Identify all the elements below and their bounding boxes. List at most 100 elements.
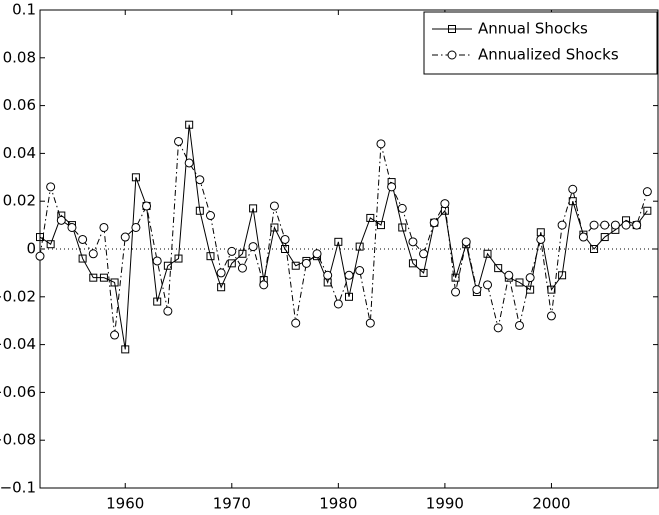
marker (174, 136, 184, 146)
marker (270, 223, 279, 232)
legend-marker (448, 25, 456, 33)
marker (312, 249, 322, 259)
legend-box (423, 11, 658, 75)
marker (281, 245, 290, 253)
marker (557, 220, 567, 230)
marker (461, 237, 471, 247)
marker (131, 222, 141, 232)
marker (451, 273, 460, 282)
marker (621, 220, 631, 230)
marker (376, 139, 386, 149)
marker (333, 299, 343, 309)
marker (504, 270, 514, 280)
marker (366, 213, 375, 222)
marker (547, 285, 556, 294)
marker (643, 206, 652, 215)
marker (88, 249, 98, 259)
marker (408, 259, 417, 268)
marker (472, 285, 482, 295)
marker (184, 158, 194, 168)
y-tick-label: 0.02 (3, 192, 36, 210)
marker (216, 268, 226, 278)
marker (152, 256, 162, 266)
marker (174, 254, 183, 263)
marker (291, 318, 301, 328)
x-tick-label: 1960 (106, 495, 144, 513)
legend-label: Annualized Shocks (478, 46, 619, 64)
y-tick-label: 0 (26, 240, 36, 258)
marker (355, 242, 364, 251)
marker (376, 221, 385, 230)
x-tick-label: 1980 (319, 495, 357, 513)
marker (121, 345, 130, 354)
marker (280, 234, 290, 244)
marker (632, 220, 642, 230)
marker (440, 199, 450, 209)
marker (227, 259, 236, 268)
marker (642, 187, 652, 197)
marker (110, 278, 119, 287)
marker (99, 222, 109, 232)
y-tick-label: −0.06 (0, 383, 36, 401)
marker (323, 270, 333, 280)
marker (269, 201, 279, 211)
marker (493, 323, 503, 333)
marker (35, 251, 45, 261)
marker (419, 268, 428, 277)
marker (355, 266, 365, 276)
marker (238, 249, 247, 258)
marker (345, 292, 353, 301)
marker (195, 175, 205, 185)
marker (536, 234, 546, 244)
marker (46, 240, 55, 249)
marker (568, 197, 577, 206)
marker (46, 182, 56, 192)
marker (483, 280, 493, 290)
marker (301, 258, 311, 268)
marker (610, 220, 620, 230)
y-tick-label: −0.04 (0, 335, 36, 353)
marker (153, 297, 162, 306)
marker (185, 120, 194, 129)
marker (589, 220, 599, 230)
marker (568, 184, 578, 194)
y-tick-label: 0.06 (3, 96, 36, 114)
marker (525, 273, 535, 283)
marker (89, 273, 98, 282)
marker (526, 285, 535, 294)
marker (514, 320, 524, 330)
marker (365, 318, 375, 328)
marker (398, 223, 407, 232)
marker (205, 211, 215, 221)
marker (110, 330, 120, 340)
legend-marker (447, 50, 457, 60)
marker (494, 264, 503, 273)
marker (67, 222, 77, 232)
marker (36, 233, 44, 242)
marker (248, 242, 258, 252)
marker (78, 254, 87, 263)
marker (546, 311, 556, 321)
marker (56, 215, 66, 225)
series-line (39, 139, 648, 336)
marker (590, 245, 599, 253)
marker (195, 206, 204, 215)
y-tick-label: 0.1 (12, 1, 36, 19)
marker (515, 278, 524, 287)
y-tick-label: 0.08 (3, 48, 36, 66)
marker (163, 261, 172, 270)
x-tick-label: 1990 (426, 495, 464, 513)
marker (227, 246, 237, 256)
marker (78, 234, 88, 244)
marker (578, 232, 588, 242)
x-tick-label: 2000 (532, 495, 570, 513)
marker (131, 173, 140, 182)
marker (120, 232, 130, 242)
marker (483, 249, 492, 258)
series-line (39, 124, 648, 350)
marker (142, 201, 152, 211)
marker (600, 220, 610, 230)
marker (408, 237, 418, 247)
y-tick-label: −0.02 (0, 287, 36, 305)
marker (163, 306, 173, 316)
